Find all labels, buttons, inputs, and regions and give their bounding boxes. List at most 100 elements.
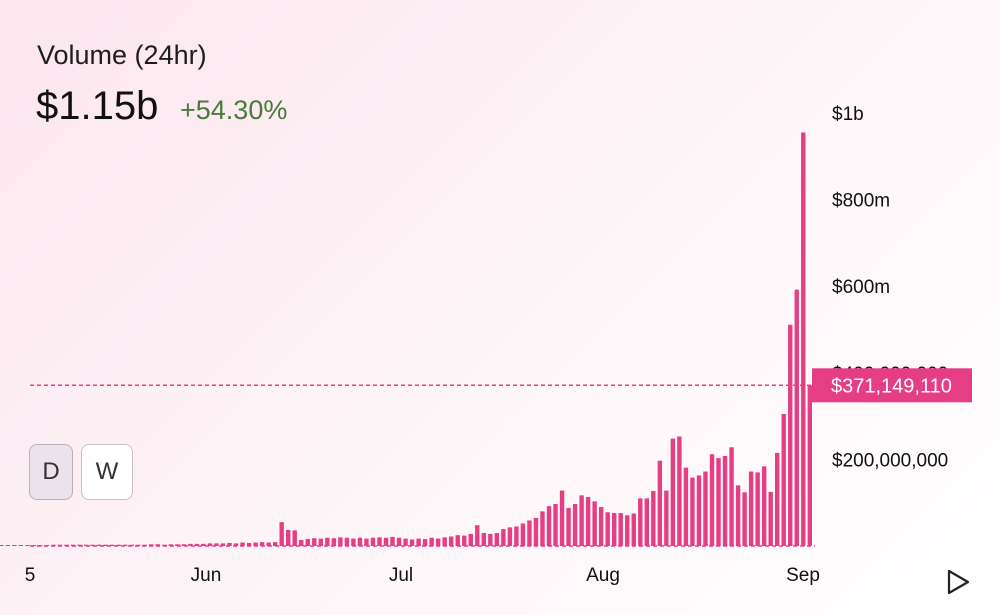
volume-bar [494,533,500,546]
volume-bar [286,529,291,546]
volume-bar [25,545,30,546]
volume-bar [618,513,623,546]
y-tick-label: $200,000,000 [832,450,948,471]
crosshair-label-text: $371,149,110 [831,375,952,397]
y-tick-label: $600m [832,277,890,298]
volume-bar [788,324,793,546]
volume-bar [703,471,708,546]
volume-bar [305,539,310,546]
volume-bar [468,533,473,546]
volume-bar [455,535,460,546]
volume-bar [585,497,591,546]
volume-bar [214,543,219,546]
crosshair-label: $371,149,110 [812,368,972,403]
x-tick-label: Aug [586,565,620,586]
volume-bar [155,544,160,546]
volume-bar [475,525,480,546]
volume-bar [559,490,565,546]
volume-bar [370,537,376,546]
volume-bar [592,501,597,546]
volume-bar [722,455,728,546]
volume-bar [201,543,206,547]
volume-bar [331,538,337,546]
volume-bar [266,542,271,546]
volume-bar [651,491,656,546]
volume-bar [638,498,643,546]
x-tick-label: 5 [25,565,36,586]
volume-bar [396,537,402,546]
volume-bar [625,515,630,546]
volume-bar [644,498,649,546]
volume-bar [612,513,617,546]
volume-bar [631,513,636,546]
volume-bar [709,454,715,546]
volume-bar [325,537,330,546]
volume-bar [109,544,115,546]
volume-bar [449,536,454,546]
volume-bar [781,413,786,546]
volume-bar [435,538,441,546]
volume-bar [533,517,539,547]
volume-bar [553,504,558,546]
x-tick-label: Sep [786,565,820,586]
volume-bar [807,385,812,546]
volume-bar [188,543,193,547]
daily-resolution-button[interactable]: D [29,444,73,500]
volume-bar [292,530,297,546]
volume-bar [220,543,226,546]
volume-bar [664,490,669,546]
y-tick-label: $1b [832,104,864,125]
volume-bar [168,544,174,546]
volume-bar [422,539,428,546]
volume-bar [696,475,702,546]
volume-bar [735,485,741,546]
weekly-resolution-button[interactable]: W [81,444,133,500]
volume-bar [462,535,467,546]
volume-bar [598,507,604,546]
volume-bar [416,538,421,546]
volume-bar [0,545,4,546]
volume-bar [5,545,11,546]
volume-bar [670,438,676,546]
volume-bar [364,538,369,546]
volume-bar [520,523,526,546]
volume-bar [279,522,284,546]
volume-bar [403,538,408,546]
volume-bar [246,542,252,546]
volume-bar [227,542,232,546]
volume-bar [207,543,213,546]
x-tick-label: Jun [191,565,222,586]
volume-bar [683,467,689,546]
volume-bar [429,537,434,546]
volume-bar [605,512,610,546]
volume-bar [18,545,24,546]
volume-bar [742,492,747,546]
volume-bar [748,471,754,546]
current-volume-value: $1.15b [36,84,159,128]
volume-change-percent: +54.30% [180,95,288,125]
volume-bar [233,543,239,546]
volume-bar [96,544,102,546]
y-axis-labels: $200,000,000$400,000,000$600m$800m$1b [832,104,948,471]
chart-title: Volume (24hr) [37,40,207,70]
volume-bar [768,491,773,547]
volume-bar [351,538,356,546]
volume-bar [116,544,121,546]
volume-bar [149,544,154,546]
volume-bar [318,538,323,546]
x-axis-labels: 5 Jun Jul Aug Sep [25,565,820,586]
play-icon[interactable] [946,568,972,596]
volume-bar [657,460,663,546]
volume-bar [175,544,180,546]
volume-bar [572,504,578,546]
volume-bar [181,544,187,546]
volume-bar [442,537,447,546]
volume-bar [527,520,532,546]
volume-bar [272,542,278,546]
volume-bar [507,527,513,546]
volume-bar [377,537,382,546]
volume-bar [794,289,799,546]
volume-bar [123,544,128,546]
volume-bar [312,538,317,546]
